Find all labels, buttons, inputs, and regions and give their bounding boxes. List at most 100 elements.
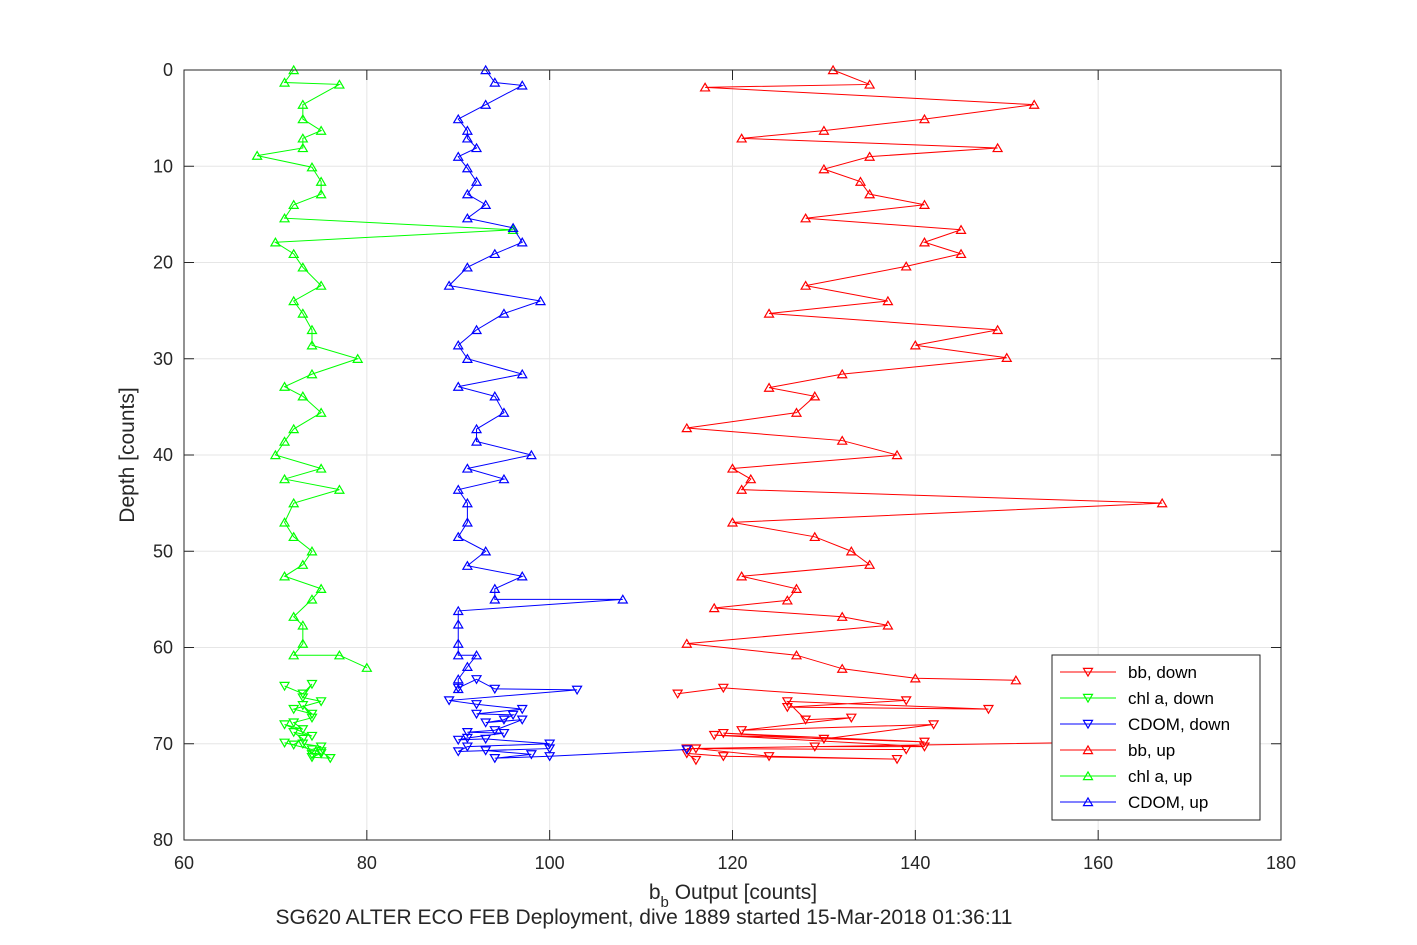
x-tick-label: 80 <box>357 853 377 873</box>
data-point <box>489 753 501 764</box>
data-point <box>315 463 327 473</box>
data-point <box>690 744 702 754</box>
data-point <box>836 368 848 379</box>
data-point <box>279 681 291 692</box>
data-point <box>315 697 327 707</box>
data-point <box>461 733 473 744</box>
data-point <box>864 188 876 199</box>
data-point <box>736 484 748 494</box>
data-point <box>315 176 327 186</box>
data-point <box>1028 99 1040 109</box>
data-point <box>918 737 931 748</box>
legend-item: chl a, up <box>1060 767 1192 786</box>
data-point <box>297 113 309 124</box>
data-point <box>452 674 464 684</box>
data-point <box>909 673 921 683</box>
data-point <box>717 752 729 762</box>
data-point <box>498 473 510 484</box>
y-tick-label: 30 <box>153 349 173 369</box>
data-point <box>864 151 876 161</box>
data-point <box>452 484 464 494</box>
data-point <box>717 728 729 739</box>
data-point <box>726 517 739 527</box>
data-point <box>480 718 492 728</box>
series-line-cdom-down <box>449 678 687 759</box>
data-point <box>544 739 556 749</box>
data-point <box>470 436 483 446</box>
data-point <box>279 77 291 87</box>
data-point <box>498 728 510 739</box>
series-bb-down <box>672 683 1132 766</box>
data-point <box>1010 674 1022 685</box>
data-point <box>708 602 720 613</box>
legend-item: chl a, down <box>1060 689 1214 708</box>
y-tick-label: 40 <box>153 445 173 465</box>
data-point <box>781 595 793 605</box>
data-point <box>306 753 318 763</box>
data-point <box>461 212 473 223</box>
data-point <box>836 435 848 445</box>
data-point <box>443 280 455 290</box>
data-point <box>461 262 473 272</box>
data-point <box>790 407 803 417</box>
data-point <box>461 133 473 143</box>
data-point <box>1156 497 1168 508</box>
data-point <box>279 436 291 446</box>
data-point <box>306 731 318 742</box>
data-point <box>516 571 528 581</box>
legend-item: CDOM, down <box>1060 715 1230 734</box>
y-axis-title: Depth [counts] <box>116 387 139 522</box>
data-point <box>918 237 931 247</box>
data-point <box>681 745 693 755</box>
data-point <box>361 662 373 672</box>
legend-label: CDOM, down <box>1128 715 1230 734</box>
data-point <box>288 497 300 508</box>
data-point <box>333 484 345 494</box>
data-point <box>297 559 309 569</box>
x-tick-label: 120 <box>717 853 747 873</box>
data-point <box>489 391 501 401</box>
data-point <box>681 422 693 433</box>
data-point <box>489 726 501 736</box>
x-axis-title-subscript: b <box>661 894 669 911</box>
series-line-bb-down <box>677 687 1126 761</box>
data-point <box>461 517 473 527</box>
data-point <box>288 727 300 738</box>
data-point <box>461 463 473 473</box>
data-point <box>452 747 464 757</box>
y-tick-label: 60 <box>153 638 173 658</box>
data-point <box>288 718 300 728</box>
data-point <box>544 752 556 762</box>
data-point <box>909 340 921 350</box>
x-tick-label: 60 <box>174 853 194 873</box>
data-point <box>470 176 483 186</box>
legend-label: bb, up <box>1128 741 1175 760</box>
y-tick-label: 0 <box>163 60 173 80</box>
data-point <box>470 142 483 153</box>
x-tick-label: 100 <box>535 853 565 873</box>
data-point <box>352 353 364 363</box>
data-point <box>699 82 711 92</box>
data-point <box>900 745 912 755</box>
data-point <box>315 125 327 135</box>
data-point <box>891 754 903 765</box>
y-tick-label: 10 <box>153 156 173 176</box>
data-point <box>690 755 702 766</box>
legend-swatch-marker <box>1082 719 1094 730</box>
data-point <box>306 745 318 755</box>
data-point <box>571 685 583 696</box>
data-point <box>452 381 464 391</box>
grid-lines <box>184 70 1281 840</box>
data-point <box>288 199 300 209</box>
data-point <box>498 715 510 725</box>
data-point <box>315 280 327 290</box>
data-point <box>315 749 327 759</box>
data-point <box>452 113 464 124</box>
data-point <box>315 407 327 417</box>
data-point <box>461 742 473 752</box>
series-cdom-up <box>443 64 629 694</box>
data-point <box>452 619 464 629</box>
data-point <box>306 340 318 350</box>
data-point <box>297 99 309 109</box>
data-point <box>534 295 547 306</box>
